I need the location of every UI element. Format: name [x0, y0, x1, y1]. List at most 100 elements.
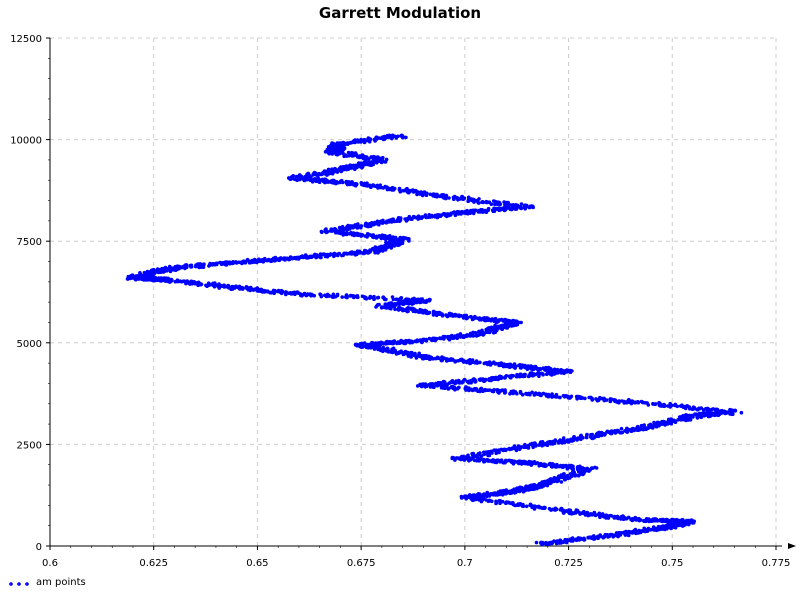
data-point [385, 241, 390, 245]
data-point [379, 244, 383, 249]
data-point [367, 222, 372, 226]
data-point [530, 205, 534, 209]
data-point [589, 433, 593, 437]
data-point [271, 256, 276, 261]
data-point [612, 514, 617, 519]
data-point [332, 227, 337, 232]
data-point [492, 361, 497, 366]
data-point [218, 260, 222, 265]
data-point [359, 224, 364, 228]
data-point [615, 514, 620, 519]
data-point [668, 417, 673, 422]
data-point [422, 354, 426, 358]
data-point [265, 289, 269, 294]
data-point [291, 256, 295, 261]
data-point [553, 477, 558, 481]
data-point [331, 252, 335, 257]
data-point [430, 382, 435, 386]
y-tick-label: 12500 [10, 34, 42, 45]
data-point [653, 402, 657, 407]
data-point [483, 361, 488, 365]
data-point [443, 382, 448, 386]
data-point [709, 407, 714, 412]
data-point [221, 284, 226, 288]
data-point [444, 385, 449, 390]
data-point [503, 203, 507, 207]
data-point [381, 186, 386, 190]
data-point [378, 183, 383, 187]
data-point [396, 134, 400, 139]
data-point [454, 359, 458, 363]
data-point [497, 389, 501, 394]
data-point [552, 440, 557, 445]
data-point [341, 226, 345, 230]
data-point [128, 276, 133, 281]
data-point [527, 392, 532, 396]
data-point [499, 447, 503, 452]
data-point [377, 302, 381, 307]
data-point [530, 483, 535, 488]
data-point [411, 214, 416, 219]
data-point [484, 377, 488, 382]
data-point [490, 317, 494, 321]
data-point [146, 273, 150, 277]
data-point [660, 421, 664, 425]
data-point [652, 420, 656, 425]
data-point [565, 438, 570, 442]
data-point [534, 540, 539, 545]
data-point [450, 333, 454, 338]
data-point [376, 295, 380, 300]
data-point [453, 194, 457, 199]
data-point [276, 257, 280, 262]
data-point [561, 463, 566, 468]
data-point [206, 281, 211, 286]
data-point [437, 213, 441, 217]
data-point [699, 412, 704, 417]
data-point [407, 237, 411, 241]
data-point [208, 262, 212, 267]
data-point [479, 454, 484, 458]
data-point [646, 403, 651, 407]
data-point [546, 365, 551, 370]
data-point [303, 253, 308, 257]
data-point [664, 517, 669, 522]
x-tick-label: 0.725 [554, 558, 583, 569]
data-point [690, 413, 694, 418]
data-point [434, 214, 439, 219]
data-point [436, 311, 440, 316]
data-point [283, 256, 288, 261]
data-point [404, 308, 409, 312]
data-point [609, 398, 614, 402]
data-point [368, 248, 372, 252]
data-point [365, 342, 370, 347]
data-point [318, 252, 323, 256]
data-point [550, 392, 554, 396]
data-point [625, 426, 629, 431]
data-point [499, 317, 504, 322]
data-point [358, 232, 363, 237]
data-point [503, 388, 507, 392]
data-point [308, 254, 312, 259]
data-point [589, 512, 594, 516]
data-point [477, 316, 482, 320]
data-point [728, 407, 733, 412]
data-point [382, 233, 387, 238]
data-point [447, 381, 452, 385]
data-point [396, 216, 401, 220]
data-point [363, 155, 368, 159]
data-point [538, 367, 542, 371]
data-point [524, 484, 529, 489]
data-point [238, 285, 242, 290]
data-point [617, 399, 621, 403]
data-point [477, 498, 482, 502]
data-point [551, 507, 555, 512]
data-point [387, 341, 392, 346]
data-point [344, 293, 349, 297]
data-point [331, 292, 336, 297]
data-point [658, 518, 663, 523]
data-point [596, 512, 601, 517]
axes [46, 37, 796, 550]
data-point [410, 188, 415, 193]
data-point [182, 279, 187, 284]
data-point [496, 324, 500, 329]
